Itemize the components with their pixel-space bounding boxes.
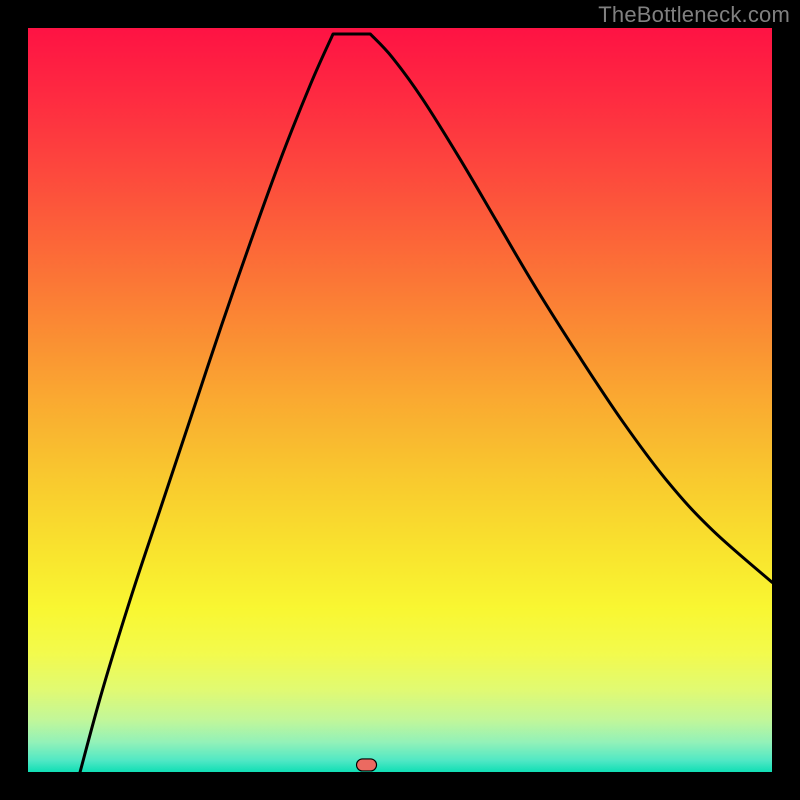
watermark-text: TheBottleneck.com	[598, 2, 790, 28]
plot-area	[28, 28, 772, 772]
bottleneck-curve	[28, 28, 772, 772]
chart-frame: TheBottleneck.com	[0, 0, 800, 800]
curve-path	[80, 34, 772, 772]
bottleneck-marker	[357, 759, 377, 771]
